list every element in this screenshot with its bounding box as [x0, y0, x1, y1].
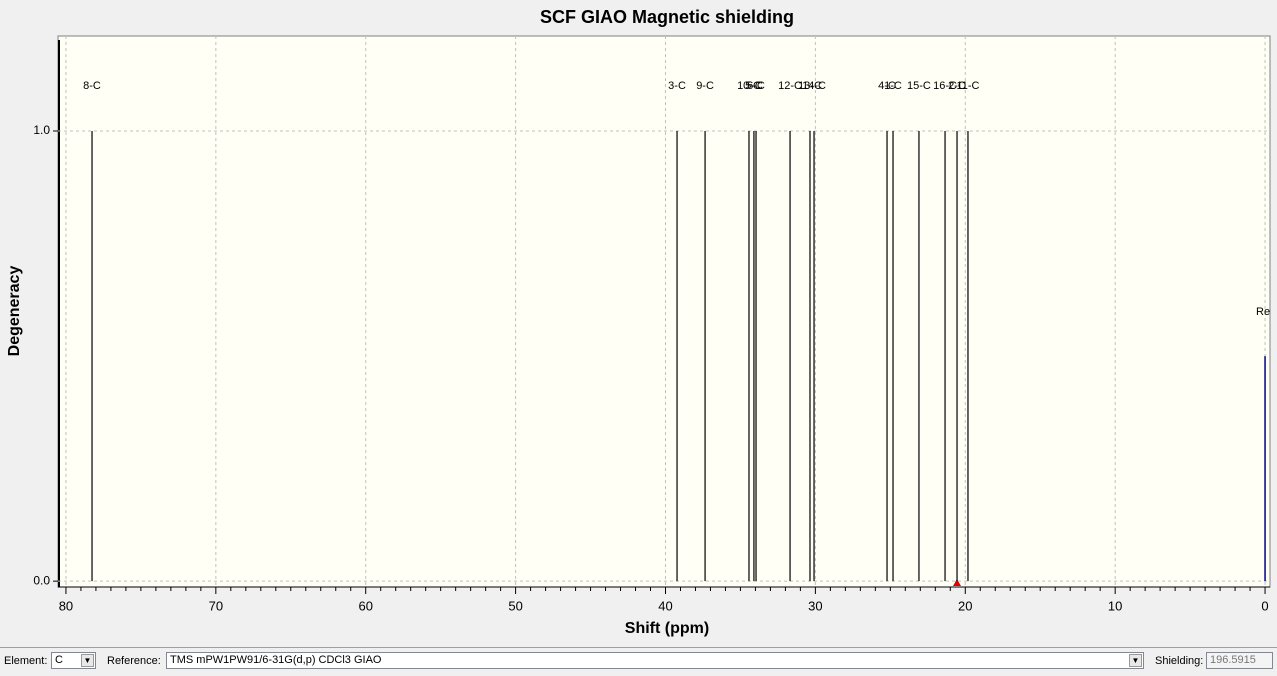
x-tick-label: 50	[508, 598, 522, 613]
control-bar: Element: C ▼ Reference: TMS mPW1PW91/6-31…	[0, 647, 1277, 676]
peak-label: 3-C	[668, 80, 686, 92]
peak-label: 10-C	[737, 80, 761, 92]
x-tick-label: 30	[808, 598, 822, 613]
dropdown-arrow[interactable]: ▼	[1129, 654, 1142, 667]
x-tick-label: 0	[1261, 598, 1268, 613]
x-tick-label: 80	[59, 598, 73, 613]
peak-label: 8-C	[83, 80, 101, 92]
x-tick-label: 20	[958, 598, 972, 613]
y-tick-label: 1.0	[33, 123, 50, 137]
plot-area	[57, 35, 1271, 588]
peak-label: 16-C	[933, 80, 957, 92]
chart: SCF GIAO Magnetic shielding Shift (ppm) …	[6, 7, 1271, 637]
shielding-field: 196.5915	[1206, 652, 1273, 669]
element-label: Element:	[4, 655, 48, 667]
cursor-marker	[953, 579, 961, 586]
shielding-label: Shielding:	[1155, 655, 1204, 667]
x-tick-label: 10	[1108, 598, 1122, 613]
y-tick-label: 0.0	[33, 573, 50, 587]
peak-label: 6-C	[747, 80, 765, 92]
peak-label: 12-C	[778, 80, 802, 92]
x-tick-label: 70	[209, 598, 223, 613]
x-tick-label: 60	[358, 598, 372, 613]
peak-label: 1-C	[884, 80, 902, 92]
element-select[interactable]: C ▼	[51, 652, 96, 669]
reference-select[interactable]: TMS mPW1PW91/6-31G(d,p) CDCl3 GIAO ▼	[166, 652, 1144, 669]
shielding-value: 196.5915	[1210, 654, 1256, 666]
dropdown-arrow[interactable]: ▼	[81, 654, 94, 667]
peak-label: 14-C	[802, 80, 826, 92]
x-axis-title: Shift (ppm)	[625, 620, 709, 637]
peak-label: 2-C	[948, 80, 966, 92]
chart-title: SCF GIAO Magnetic shielding	[540, 7, 794, 27]
reference-label: Re	[1256, 306, 1270, 318]
y-axis-title: Degeneracy	[6, 266, 23, 357]
x-tick-label: 40	[658, 598, 672, 613]
element-value: C	[55, 654, 63, 666]
peak-label: 9-C	[696, 80, 714, 92]
peak-label: 4-C	[878, 80, 896, 92]
reference-value: TMS mPW1PW91/6-31G(d,p) CDCl3 GIAO	[170, 654, 382, 666]
peak-label: 13-C	[798, 80, 822, 92]
peak-label: 15-C	[907, 80, 931, 92]
reference-label: Reference:	[107, 655, 161, 667]
peak-label: 5-C	[745, 80, 763, 92]
peak-label: 11-C	[956, 80, 979, 92]
